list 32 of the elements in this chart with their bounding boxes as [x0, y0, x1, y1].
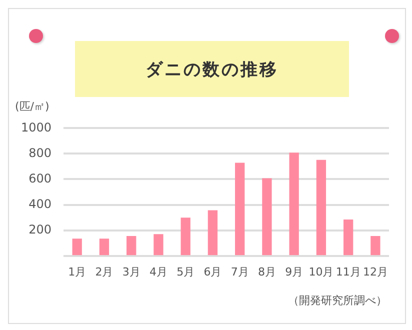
- bar: [343, 219, 354, 256]
- y-tick-label: 1000: [20, 120, 52, 134]
- bar: [262, 178, 272, 256]
- x-tick-label: 1月: [68, 265, 86, 278]
- bar: [154, 234, 164, 256]
- bar: [235, 162, 245, 256]
- y-tick-label: 800: [28, 146, 52, 160]
- y-tick-label: 400: [28, 196, 52, 211]
- x-tick-label: 2月: [95, 265, 114, 278]
- x-tick-label: 12月: [362, 265, 388, 278]
- bar: [180, 218, 190, 256]
- y-tick-label: 200: [28, 222, 52, 236]
- x-tick-label: 10月: [308, 265, 334, 278]
- bar: [126, 236, 136, 256]
- x-tick-label: 5月: [176, 265, 195, 278]
- x-tick-label: 7月: [230, 265, 249, 278]
- bar: [208, 210, 218, 256]
- x-tick-label: 4月: [149, 265, 168, 278]
- bar: [72, 238, 82, 256]
- x-tick-label: 9月: [285, 265, 304, 278]
- x-tick-label: 6月: [204, 265, 222, 278]
- bar: [316, 160, 326, 256]
- text: （開発研究所調べ）: [288, 293, 387, 308]
- chart-title: ダニの数の推移: [75, 41, 349, 97]
- bar: [99, 238, 110, 256]
- x-tick-label: 3月: [122, 265, 140, 278]
- bar: [289, 152, 299, 256]
- x-tick-label: 8月: [258, 265, 276, 278]
- y-axis-title: (匹/㎡): [15, 99, 50, 114]
- y-tick-label: 600: [28, 171, 52, 186]
- x-tick-label: 11月: [336, 265, 361, 278]
- bar: [370, 236, 380, 256]
